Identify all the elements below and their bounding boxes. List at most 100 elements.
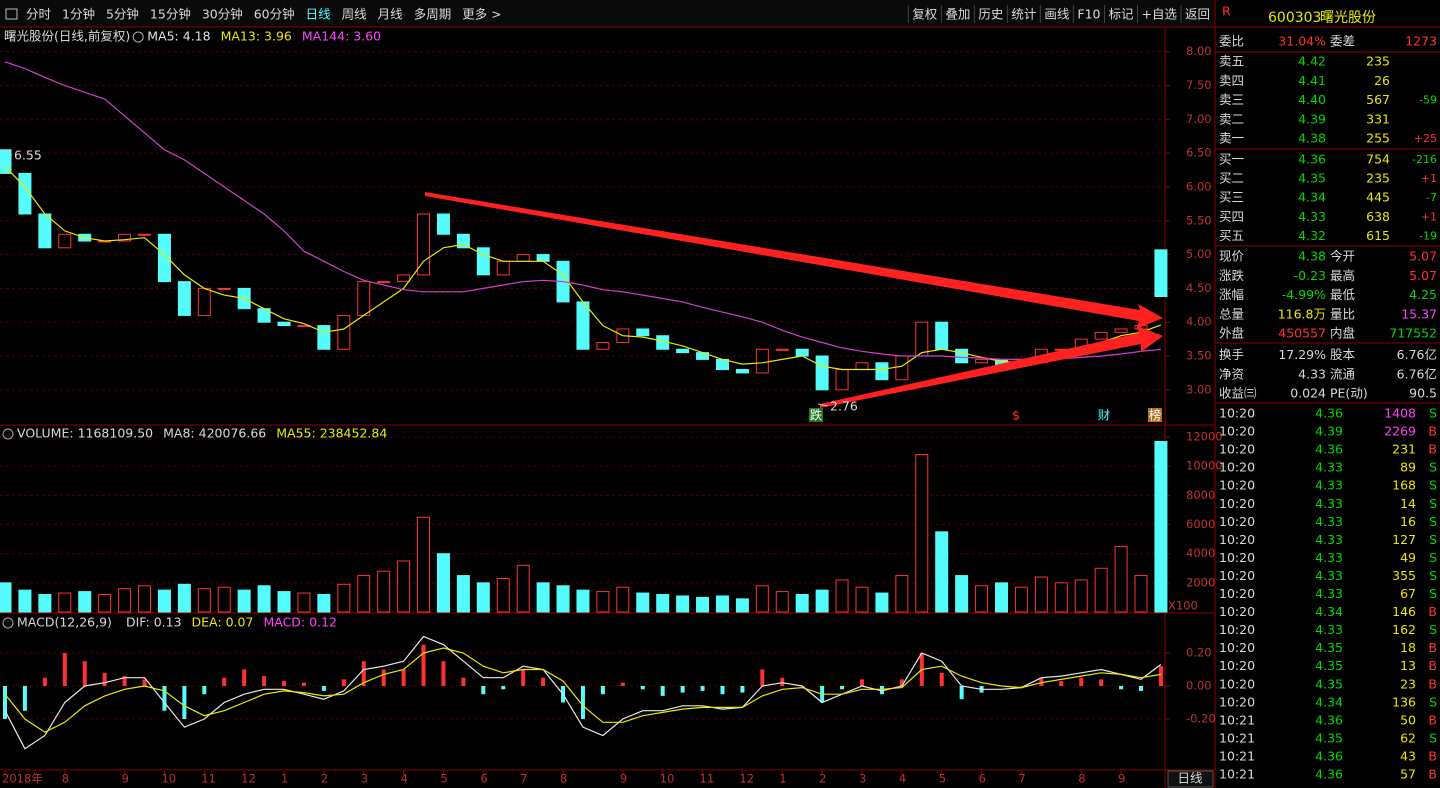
volume-bar [536, 582, 550, 613]
stat-label: PE(动) [1330, 386, 1368, 401]
book-label: 卖二 [1219, 111, 1244, 126]
bottom-tab-label[interactable]: 日线 [1177, 771, 1203, 786]
legend-value: 0.12 [309, 615, 337, 630]
tool-button[interactable]: +自选 [1142, 7, 1178, 22]
book-change: +1 [1421, 172, 1437, 185]
bottom-tab[interactable] [1167, 770, 1214, 788]
book-label: 卖三 [1219, 92, 1244, 107]
period-tab[interactable]: 日线 [306, 7, 332, 22]
tool-button[interactable]: 历史 [978, 7, 1004, 22]
period-tab[interactable]: 多周期 [414, 7, 452, 22]
x-tick-label: 4 [401, 772, 408, 786]
trade-volume: 231 [1392, 442, 1416, 457]
trade-volume: 16 [1400, 514, 1416, 529]
tool-button[interactable]: 叠加 [945, 7, 970, 22]
low-label: 2.76 [830, 399, 858, 414]
period-tab[interactable]: 月线 [378, 7, 404, 22]
quote-flag: R [1222, 4, 1231, 19]
legend-icon[interactable] [2, 428, 14, 440]
trade-side: S [1429, 514, 1437, 529]
trade-side: B [1428, 712, 1437, 727]
volume-bar [1074, 579, 1088, 613]
menu-icon[interactable] [5, 8, 18, 20]
candle [18, 172, 32, 215]
macd-bar [859, 679, 864, 686]
volume-bar [875, 592, 889, 613]
volume-bar [496, 577, 510, 613]
trade-price: 4.35 [1315, 658, 1343, 673]
candle [676, 348, 690, 354]
book-label: 卖五 [1219, 54, 1244, 69]
period-tab[interactable]: 30分钟 [202, 7, 243, 22]
period-tab[interactable]: 更多 > [462, 7, 501, 22]
trade-price: 4.36 [1315, 406, 1343, 421]
tool-button[interactable]: 画线 [1044, 7, 1070, 22]
legend-value: 0.13 [154, 615, 182, 630]
tool-button[interactable]: 统计 [1011, 7, 1036, 22]
macd-bar [899, 679, 904, 686]
x-tick-label: 8 [560, 772, 567, 786]
volume-bar [915, 454, 929, 613]
period-tab[interactable]: 15分钟 [150, 7, 191, 22]
trade-volume: 18 [1400, 640, 1416, 655]
period-tab[interactable]: 1分钟 [62, 7, 95, 22]
book-change: -19 [1419, 229, 1437, 242]
candle [596, 341, 610, 350]
trade-time: 10:20 [1219, 550, 1255, 565]
trade-side: S [1429, 532, 1437, 547]
legend-name: MA13: [221, 29, 260, 44]
trade-price: 4.36 [1315, 442, 1343, 457]
trade-time: 10:20 [1219, 514, 1255, 529]
volume-bar [377, 570, 391, 613]
y-tick-label: 3.00 [1186, 382, 1212, 396]
macd-bar [959, 685, 964, 700]
marker[interactable]: 财 [1098, 408, 1111, 423]
stat-value: 717552 [1389, 326, 1437, 341]
trade-side: S [1429, 568, 1437, 583]
y-tick-label: 0.00 [1186, 678, 1212, 692]
macd-bar [42, 677, 47, 686]
legend-icon[interactable] [2, 617, 14, 629]
tool-button[interactable]: F10 [1077, 7, 1100, 22]
tool-button[interactable]: 标记 [1108, 7, 1134, 22]
trend-arrow [425, 192, 1163, 329]
macd-bar [262, 676, 267, 686]
legend-icon[interactable] [132, 31, 144, 43]
book-price: 4.42 [1298, 54, 1326, 69]
candle [955, 348, 969, 364]
trade-side: B [1428, 442, 1437, 457]
x-tick-label: 5 [440, 772, 447, 786]
book-price: 4.32 [1298, 228, 1326, 243]
x-tick-label: 8 [1078, 772, 1085, 786]
x-tick-label: 7 [520, 772, 527, 786]
candle [875, 362, 889, 381]
volume-bar [337, 583, 351, 613]
tool-button[interactable]: 返回 [1185, 7, 1210, 22]
trade-volume: 89 [1400, 460, 1416, 475]
tool-button[interactable]: 复权 [912, 7, 938, 22]
y-tick-label: 7.00 [1186, 112, 1212, 126]
macd-bar [1139, 685, 1144, 691]
volume-bar [257, 585, 271, 613]
period-tab[interactable]: 60分钟 [254, 7, 295, 22]
trade-time: 10:20 [1219, 604, 1255, 619]
period-tab[interactable]: 分时 [26, 7, 52, 22]
marker[interactable]: $ [1012, 408, 1020, 423]
trade-price: 4.35 [1315, 676, 1343, 691]
macd-bar [282, 681, 287, 686]
macd-bar [321, 685, 326, 691]
stat-value: 17.29% [1278, 347, 1326, 362]
trend-arrow [820, 326, 1163, 408]
candle [357, 281, 371, 316]
trade-side: B [1428, 748, 1437, 763]
period-tab[interactable]: 周线 [342, 7, 368, 22]
macd-bar [1158, 666, 1163, 686]
macd-bar [102, 672, 107, 686]
period-tab[interactable]: 5分钟 [106, 7, 139, 22]
macd-bar [580, 685, 585, 719]
marker[interactable]: 榜 [1149, 408, 1162, 423]
volume-bar [197, 588, 211, 613]
marker[interactable]: 跌 [810, 408, 823, 423]
ratio-value: 31.04% [1278, 34, 1326, 49]
